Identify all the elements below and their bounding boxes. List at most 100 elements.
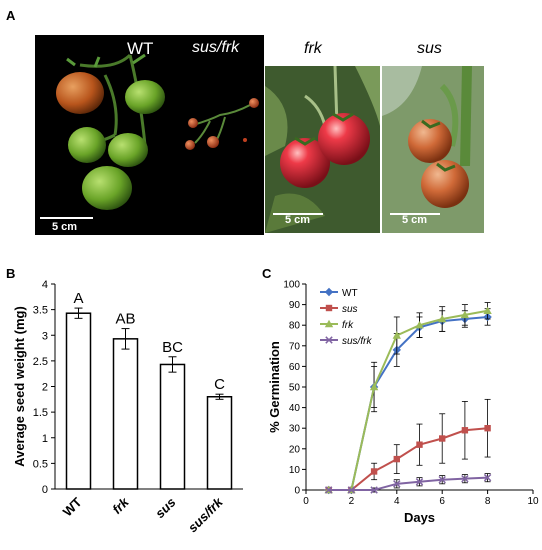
data-point — [438, 475, 446, 484]
significance-letter: A — [73, 290, 83, 307]
data-point — [347, 485, 356, 494]
series-line — [328, 476, 488, 491]
y-axis-label: Average seed weight (mg) — [12, 306, 27, 467]
data-point-stroke — [483, 473, 492, 482]
data-point-stroke — [324, 486, 333, 494]
y-tick-label: 3.5 — [33, 305, 48, 317]
legend-item: sus/frk — [320, 336, 372, 347]
data-point — [393, 480, 401, 488]
data-point — [325, 304, 333, 312]
data-point-stroke — [325, 336, 333, 344]
data-point — [416, 441, 423, 448]
legend-label: WT — [342, 288, 358, 299]
y-tick-label: 50 — [289, 383, 301, 394]
y-tick-label: 3 — [42, 330, 48, 342]
y-tick-label: 4 — [42, 279, 48, 291]
data-point — [483, 312, 492, 322]
scale-label: 5 cm — [285, 214, 311, 226]
legend-item: WT — [320, 287, 358, 299]
x-tick-label: frk — [109, 494, 132, 517]
significance-letter: BC — [162, 339, 183, 356]
data-point-stroke — [483, 473, 492, 482]
y-tick-label: 0.5 — [33, 458, 48, 470]
y-tick-label: 2 — [42, 382, 48, 394]
data-point — [460, 314, 470, 324]
x-tick-label: 10 — [527, 496, 539, 507]
data-point — [325, 336, 333, 344]
y-tick-label: 10 — [289, 465, 301, 476]
y-tick-label: 1.5 — [33, 407, 48, 419]
x-tick-label: sus/frk — [185, 494, 226, 535]
data-point-stroke — [324, 486, 333, 494]
data-point — [438, 314, 447, 323]
legend-item: sus — [320, 304, 358, 315]
y-tick-label: 0 — [294, 486, 300, 497]
series-sus — [325, 398, 491, 494]
series-line — [328, 309, 488, 491]
x-tick-label: 6 — [439, 496, 445, 507]
y-tick-label: 70 — [289, 341, 301, 352]
data-point-stroke — [438, 475, 446, 484]
data-point — [483, 473, 492, 482]
frk-tomato-illustration — [265, 66, 380, 233]
label-frk-top: frk — [304, 40, 322, 57]
data-point-stroke — [461, 474, 469, 483]
data-point — [369, 382, 379, 392]
significance-letter: C — [214, 376, 225, 393]
x-tick-label: WT — [60, 494, 85, 519]
data-point-stroke — [347, 486, 356, 494]
data-point-stroke — [347, 486, 356, 494]
y-tick-label: 1 — [42, 433, 48, 445]
legend-label: frk — [342, 320, 354, 331]
data-point — [460, 310, 470, 319]
photo-sus: 5 cm — [382, 66, 484, 233]
series-line — [328, 315, 488, 491]
x-tick-label: 0 — [303, 496, 309, 507]
photo-frk: frk 5 cm — [265, 66, 380, 233]
series-line — [328, 427, 488, 491]
label-sus-top: sus — [417, 40, 442, 57]
x-tick-label: 2 — [349, 496, 355, 507]
y-tick-label: 80 — [289, 321, 301, 332]
data-point — [324, 319, 334, 328]
legend-label: sus — [342, 304, 358, 315]
series-WT — [324, 308, 492, 495]
data-point-stroke — [370, 486, 378, 494]
legend: WT sus frk sus/frk — [320, 287, 372, 347]
data-point — [325, 486, 332, 494]
bar — [65, 312, 92, 490]
data-point — [347, 486, 356, 494]
data-point — [392, 331, 401, 339]
bar — [112, 338, 139, 490]
data-point-stroke — [415, 478, 424, 486]
y-tick-label: 20 — [289, 444, 301, 455]
data-point — [370, 468, 378, 475]
panel-letter-b: B — [6, 266, 16, 281]
y-tick-label: 2.5 — [33, 356, 48, 368]
label-sus-frk: sus/frk — [192, 39, 240, 56]
y-tick-label: 100 — [283, 280, 300, 291]
data-point — [438, 316, 447, 326]
data-point — [324, 485, 333, 494]
legend-item: frk — [320, 319, 354, 331]
data-point-stroke — [438, 475, 446, 484]
bar — [159, 363, 186, 490]
label-wt: WT — [127, 39, 154, 58]
data-point — [484, 425, 491, 432]
y-axis-label: % Germination — [267, 341, 282, 433]
data-point — [439, 435, 446, 442]
data-point — [461, 427, 469, 434]
x-tick-label: 4 — [394, 496, 400, 507]
tomato-cluster-illustration — [40, 53, 259, 219]
bar — [206, 396, 233, 490]
y-tick-label: 30 — [289, 424, 301, 435]
data-point — [461, 474, 469, 483]
data-point — [392, 345, 401, 355]
x-tick-label: 8 — [485, 496, 491, 507]
data-point — [393, 455, 400, 463]
significance-letter: AB — [115, 311, 135, 328]
panel-letter-c: C — [262, 266, 272, 281]
scale-label: 5 cm — [402, 214, 428, 226]
data-point — [324, 486, 333, 494]
data-point-stroke — [393, 480, 401, 488]
